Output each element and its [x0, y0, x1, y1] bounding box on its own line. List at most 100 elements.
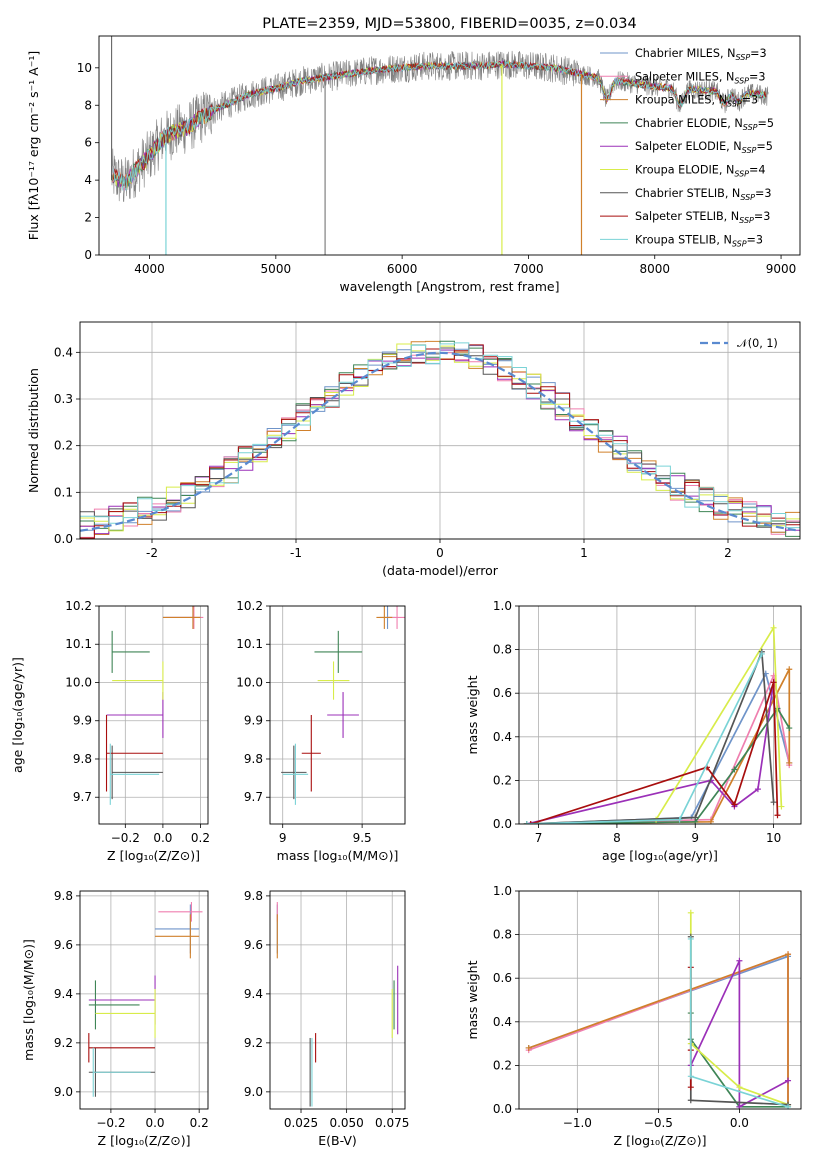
- spectrum-title: PLATE=2359, MJD=53800, FIBERID=0035, z=0…: [262, 16, 636, 32]
- weight-series-line: [526, 706, 791, 824]
- z-weight-ytick-label: 0.6: [493, 971, 512, 985]
- ebv-mass-ytick-label: 9.0: [244, 1085, 263, 1099]
- weight-marker: [786, 759, 793, 766]
- mass-age-ytick-label: 9.9: [244, 714, 263, 728]
- legend-entry-suffix: =3: [742, 94, 759, 107]
- age-weight-xtick-label: 10: [766, 831, 781, 845]
- residuals-xtick-label: -1: [290, 546, 302, 560]
- mass-age-xlabel: mass [log₁₀(M/M⊙)]: [277, 848, 399, 863]
- age-weight-xtick-label: 7: [535, 831, 543, 845]
- legend-entry-suffix: =4: [749, 164, 766, 177]
- spectrum-xtick-label: 5000: [261, 262, 292, 276]
- z-age-xtick-label: 0.2: [191, 831, 210, 845]
- z-age-frame: [98, 605, 209, 825]
- legend-entry-label: Chabrier STELIB, N: [635, 187, 740, 200]
- mass-age-ytick-label: 9.8: [244, 752, 263, 766]
- residuals-ytick-label: 0.2: [54, 439, 73, 453]
- ebv-mass-plot-area: [276, 902, 399, 1107]
- ebv-mass-ytick-label: 9.2: [244, 1036, 263, 1050]
- data-point: [282, 743, 309, 805]
- residuals-ytick-label: 0.1: [54, 485, 73, 499]
- z-age-ytick-label: 10.0: [65, 675, 92, 689]
- weight-marker: [770, 799, 777, 806]
- spectrum-xtick-label: 8000: [639, 262, 670, 276]
- residuals-xtick-label: -2: [146, 546, 158, 560]
- legend-entry-label: Salpeter STELIB, N: [635, 210, 739, 223]
- mass-age-ytick-label: 9.7: [244, 790, 263, 804]
- spectrum-frame: [98, 35, 801, 256]
- weight-marker: [687, 1097, 694, 1104]
- z-age-xlabel: Z [log₁₀(Z/Z⊙)]: [107, 848, 200, 863]
- legend-entry-suffix: =5: [757, 117, 774, 130]
- z-weight-panel: −1.0 −0.5 0.0 0.0 0.2 0.4 0.6 0.8 1.0 Z [log₁₀(Z/…: [465, 884, 802, 1148]
- residuals-xtick-label: 0: [436, 546, 444, 560]
- data-point: [88, 980, 140, 1030]
- weight-marker: [687, 909, 694, 916]
- mass-age-ytick-label: 10.2: [236, 599, 263, 613]
- mass-age-frame: [269, 605, 406, 825]
- weight-marker: [785, 1077, 792, 1084]
- z-weight-xtick-label: 0.0: [730, 1116, 749, 1130]
- legend-entry: Kroupa MILES, NSSP=3: [635, 94, 758, 109]
- legend-entry-label: Kroupa MILES, N: [635, 94, 727, 107]
- legend-entry-suffix: =3: [747, 233, 764, 246]
- z-weight-xtick-label: −1.0: [563, 1116, 592, 1130]
- age-weight-plot-area: [523, 624, 793, 824]
- z-weight-ylabel: mass weight: [465, 960, 480, 1039]
- age-weight-ytick-label: 0.6: [493, 686, 512, 700]
- data-point: [109, 743, 160, 805]
- weight-marker: [786, 725, 793, 732]
- data-point: [106, 692, 164, 738]
- legend-entry-sub: SSP: [735, 53, 750, 62]
- legend-entry-suffix: =5: [756, 140, 773, 153]
- age-weight-xtick-label: 8: [613, 831, 621, 845]
- spectrum-xtick-label: 7000: [513, 262, 544, 276]
- legend-entry: Salpeter MILES, NSSP=3: [635, 70, 766, 85]
- age-weight-frame: [518, 605, 802, 825]
- z-age-plot-area: [105, 606, 204, 805]
- model-spectrum-line: [112, 59, 767, 186]
- age-weight-panel: 7 8 9 10 0.0 0.2 0.4 0.6 0.8 1.0 age [log₁₀(age/yr…: [465, 599, 802, 863]
- weight-marker: [687, 935, 694, 942]
- weight-marker: [527, 821, 534, 824]
- z-age-ytick-label: 10.1: [65, 637, 92, 651]
- weight-marker: [770, 679, 777, 686]
- weight-marker: [525, 1044, 532, 1051]
- residuals-ylabel: Normed distribution: [26, 368, 41, 493]
- data-point: [105, 715, 163, 792]
- data-point: [88, 975, 156, 1025]
- weight-marker: [770, 624, 777, 631]
- ebv-mass-frame: [269, 890, 406, 1110]
- legend-entry-sub: SSP: [734, 76, 749, 85]
- z-mass-ytick-label: 9.6: [54, 938, 73, 952]
- data-point: [88, 1033, 156, 1063]
- weight-marker: [687, 1084, 694, 1091]
- z-mass-frame: [79, 890, 209, 1110]
- normal-reference-curve: [80, 351, 800, 532]
- weight-marker: [692, 814, 699, 821]
- legend-entry-label: Salpeter MILES, N: [635, 70, 734, 83]
- age-weight-ytick-label: 0.8: [493, 643, 512, 657]
- age-weight-ylabel: mass weight: [465, 675, 480, 754]
- weight-marker: [786, 666, 793, 673]
- weight-marker: [778, 803, 785, 810]
- legend-entry-sub: SSP: [743, 123, 758, 132]
- mass-age-panel: 9 9.5 9.7 9.8 9.9 10.0 10.1 10.2 mass [log₁₀(M/M…: [236, 599, 406, 863]
- z-weight-ytick-label: 0.2: [493, 1058, 512, 1072]
- age-weight-ytick-label: 0.4: [493, 730, 512, 744]
- data-point: [376, 606, 393, 629]
- data-point: [314, 630, 363, 673]
- z-weight-ytick-label: 1.0: [493, 884, 512, 898]
- z-mass-ytick-label: 9.2: [54, 1036, 73, 1050]
- data-point: [111, 745, 163, 800]
- weight-marker: [785, 951, 792, 958]
- weight-series-line: [530, 672, 791, 824]
- z-age-xtick-label: −0.2: [111, 831, 140, 845]
- age-weight-xtick-label: 9: [691, 831, 699, 845]
- z-age-panel: −0.2 0.0 0.2 9.7 9.8 9.9 10.0 10.1 10.2 Z [log₁₀(…: [10, 599, 210, 863]
- weight-marker: [687, 1073, 694, 1080]
- model-spectrum-line: [113, 60, 766, 191]
- residuals-xlabel: (data-model)/error: [382, 563, 499, 578]
- spectrum-xlabel: wavelength [Angstrom, rest frame]: [339, 279, 559, 294]
